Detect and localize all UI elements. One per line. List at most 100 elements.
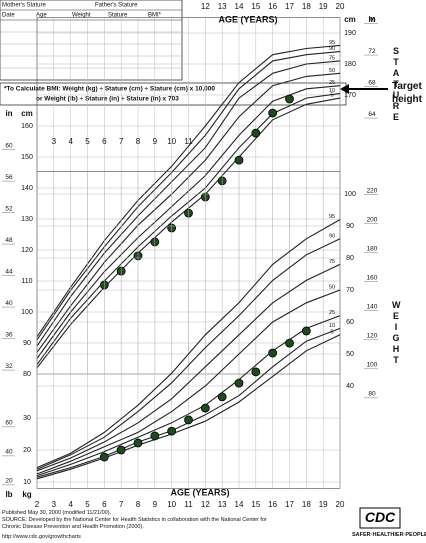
table-header: Weight [72, 13, 91, 19]
mother-stature: Mother's Stature [2, 3, 46, 9]
y2-tick-label: 20 [5, 478, 13, 485]
y-tick-label: 80 [23, 371, 31, 378]
y2-tick-label: 80 [368, 391, 376, 398]
percentile-curve [36, 238, 341, 470]
x-tick-label: 20 [336, 500, 345, 509]
y2-tick-label: 64 [368, 111, 376, 118]
curve-label: 95 [329, 214, 335, 220]
y-tick-label: 50 [346, 351, 354, 358]
data-point [217, 392, 227, 402]
x-tick-label: 7 [119, 500, 124, 509]
x-tick-label: 20 [336, 2, 345, 11]
x-tick-label: 17 [285, 2, 294, 11]
x-tick-label: 14 [235, 500, 244, 509]
y2-tick-label: 36 [5, 331, 13, 338]
y-tick-label: 130 [21, 216, 33, 223]
data-point [200, 403, 210, 413]
x-tick-label: 19 [319, 500, 328, 509]
x-tick-label: 16 [268, 2, 277, 11]
x-tick-label: 13 [218, 500, 227, 509]
y2-tick-label: 220 [367, 187, 378, 194]
y-tick-label: 180 [344, 61, 356, 68]
x-tick-label: 2 [35, 500, 40, 509]
father-stature: Father's Stature [95, 3, 138, 9]
x-tick-label: 3 [52, 500, 57, 509]
data-point [285, 94, 294, 104]
x-tick-label: 15 [251, 500, 260, 509]
data-point [251, 367, 261, 377]
x-tick-label: 9 [153, 137, 158, 146]
y-tick-label: 100 [21, 309, 33, 316]
y2-unit: lb [5, 490, 12, 499]
y2-tick-label: 56 [5, 174, 13, 181]
bmi-formula: or Weight (lb) ÷ Stature (in) ÷ Stature … [36, 96, 179, 103]
cdc-logo: CDC [364, 509, 396, 525]
curve-label: 25 [329, 80, 335, 86]
bmi-box [0, 82, 347, 106]
y-tick-label: 90 [346, 223, 354, 230]
x-tick-label: 12 [201, 500, 210, 509]
x-tick-label: 19 [319, 2, 328, 11]
curve-label: 90 [329, 46, 335, 52]
y2-unit: in [368, 15, 375, 24]
x-tick-label: 17 [285, 500, 294, 509]
y-tick-label: 190 [344, 30, 356, 37]
y2-tick-label: 140 [367, 303, 378, 310]
curve-label: 50 [329, 68, 335, 74]
y-tick-label: 20 [23, 447, 31, 454]
curve-label: 5 [330, 93, 333, 99]
y-tick-label: 90 [23, 340, 31, 347]
x-tick-label: 6 [102, 500, 107, 509]
x-tick-label: 13 [218, 2, 227, 11]
y2-tick-label: 52 [5, 205, 13, 212]
percentile-curve [36, 219, 341, 469]
x-tick-label: 8 [136, 500, 141, 509]
x-tick-label: 16 [268, 500, 277, 509]
y-tick-label: 170 [344, 92, 356, 99]
table-header: Date [2, 13, 15, 19]
data-point [234, 155, 244, 165]
data-point [268, 348, 278, 358]
curve-label: 90 [329, 233, 335, 239]
side-label: WEIGHT [392, 300, 401, 365]
y2-tick-label: 160 [367, 274, 378, 281]
y2-tick-label: 200 [367, 216, 378, 223]
y-tick-label: 120 [21, 247, 33, 254]
y-tick-label: 30 [23, 415, 31, 422]
bmi-formula: *To Calculate BMI: Weight (kg) ÷ Stature… [4, 86, 215, 93]
percentile-curve [36, 263, 341, 472]
y2-tick-label: 76 [368, 16, 376, 23]
data-point [99, 452, 109, 462]
footer-url: http://www.cdc.gov/growthcharts [2, 534, 81, 540]
y-tick-label: 70 [346, 287, 354, 294]
x-tick-label: 8 [136, 137, 141, 146]
x-tick-label: 18 [302, 2, 311, 11]
y2-tick-label: 180 [367, 245, 378, 252]
x-tick-label: 10 [167, 500, 176, 509]
data-point [301, 326, 311, 336]
y-tick-label: 80 [346, 255, 354, 262]
data-point [184, 415, 193, 425]
y2-tick-label: 32 [5, 363, 13, 370]
table-header: Stature [108, 13, 128, 19]
x-tick-label: 7 [119, 137, 124, 146]
x-tick-label: 14 [235, 2, 244, 11]
percentile-curve [36, 289, 341, 475]
data-point [268, 108, 278, 118]
table-header: BMI* [148, 13, 162, 19]
y2-tick-label: 40 [5, 449, 13, 456]
y-unit: kg [22, 490, 31, 499]
curve-label: 5 [330, 329, 333, 335]
y2-tick-label: 44 [5, 268, 13, 275]
x-tick-label: 10 [167, 137, 176, 146]
curve-label: 50 [329, 284, 335, 290]
y2-tick-label: 48 [5, 237, 13, 244]
x-tick-label: 6 [102, 137, 107, 146]
curve-label: 10 [329, 323, 335, 329]
percentile-curve [36, 334, 341, 480]
table-header: Age [36, 13, 47, 19]
y-tick-label: 100 [344, 191, 356, 198]
data-point [133, 438, 143, 448]
